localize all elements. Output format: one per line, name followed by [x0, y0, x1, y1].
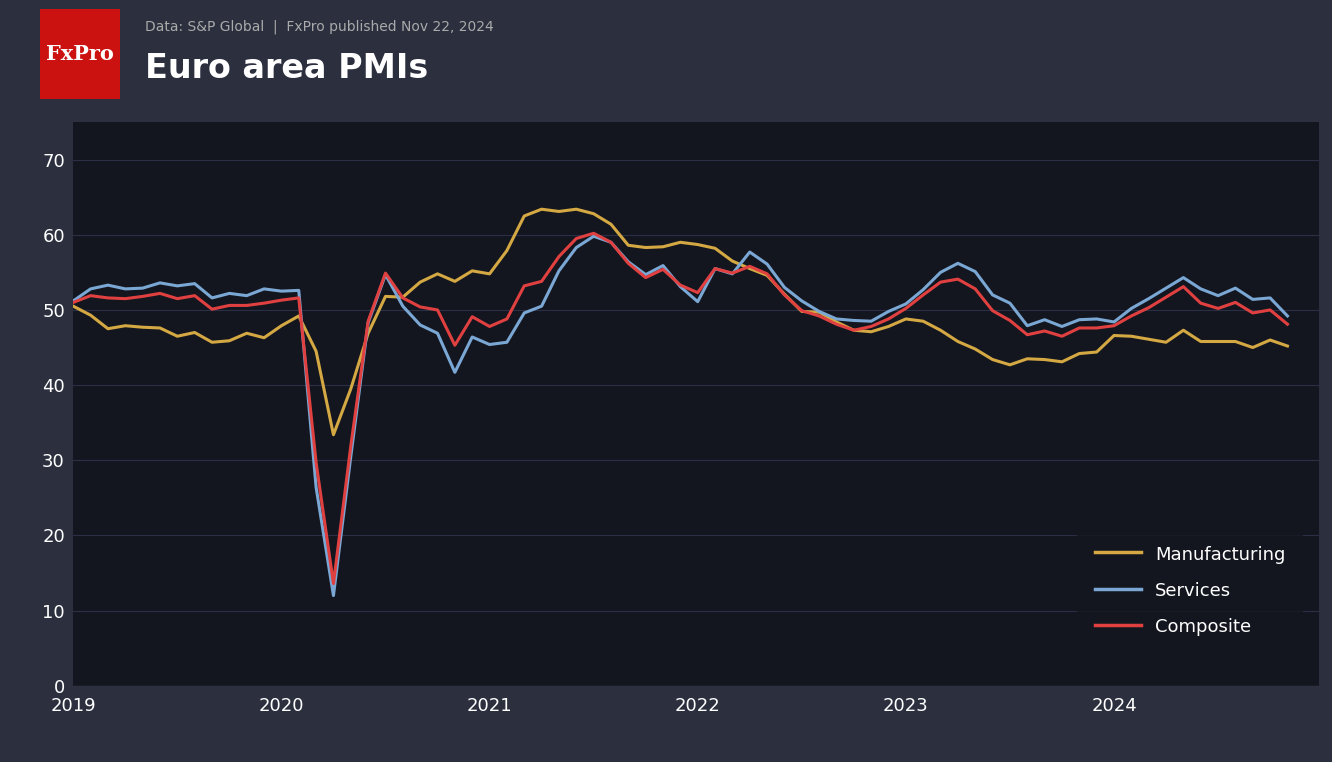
FancyBboxPatch shape: [40, 9, 120, 99]
Text: Euro area PMIs: Euro area PMIs: [145, 53, 429, 85]
Legend: Manufacturing, Services, Composite: Manufacturing, Services, Composite: [1078, 527, 1304, 655]
Text: Data: S&P Global  |  FxPro published Nov 22, 2024: Data: S&P Global | FxPro published Nov 2…: [145, 20, 494, 34]
Text: FxPro: FxPro: [47, 44, 115, 64]
